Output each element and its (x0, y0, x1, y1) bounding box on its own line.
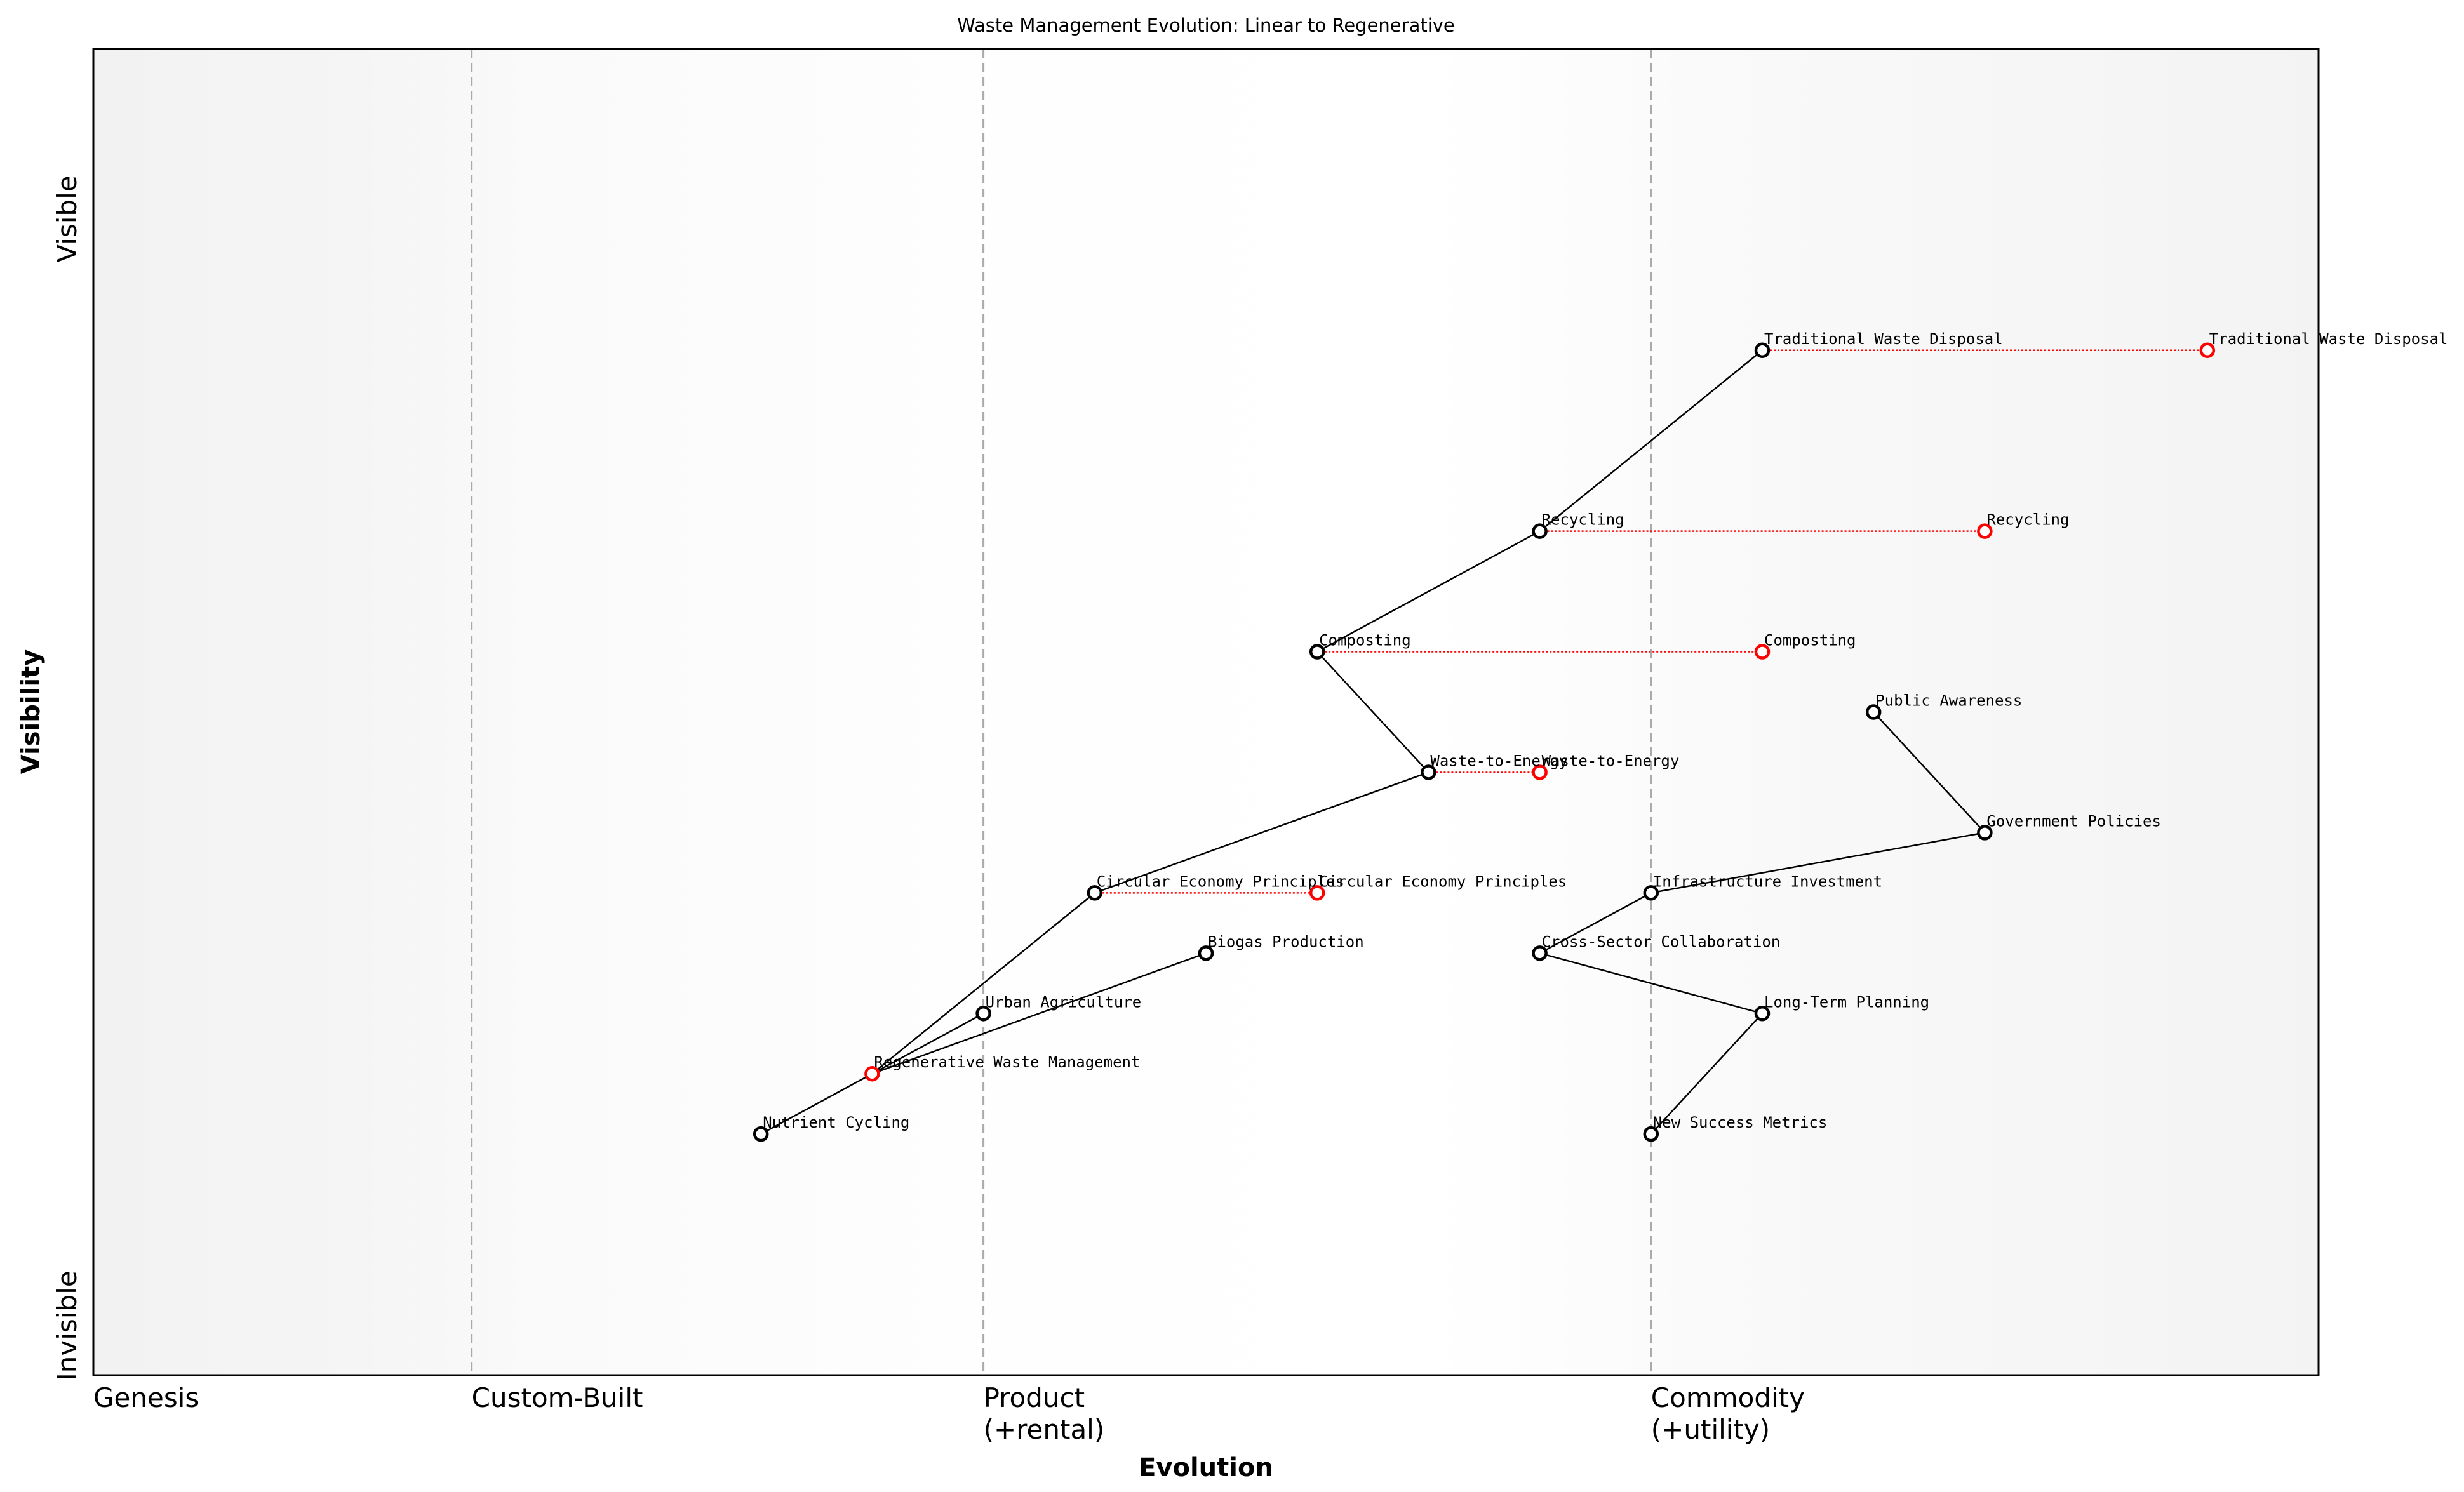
component-marker (1754, 1006, 1771, 1022)
component-marker (1865, 704, 1882, 720)
evolved-component-marker (1309, 885, 1325, 901)
dependency-link (1094, 771, 1429, 894)
evolved-component-marker (1532, 764, 1548, 780)
y-axis-label: Visibility (17, 649, 46, 774)
component-label: Long-Term Planning (1764, 993, 1929, 1011)
dependency-link (1650, 1013, 1763, 1135)
stage-label: Custom-Built (472, 1382, 643, 1413)
dependency-link (1650, 832, 1985, 894)
component-marker (753, 1126, 769, 1142)
y-label-visible: Visible (51, 175, 83, 262)
dependency-link (760, 1073, 873, 1135)
stage-label: Product (+rental) (984, 1382, 1105, 1445)
dependency-link (1316, 651, 1430, 773)
component-label: Infrastructure Investment (1653, 872, 1882, 890)
evolved-component-label: Recycling (1986, 511, 2069, 529)
dependency-link (1539, 349, 1763, 532)
component-marker (1643, 1126, 1659, 1142)
component-label: Cross-Sector Collaboration (1542, 933, 1781, 950)
evolved-component-label: Waste-to-Energy (1542, 752, 1680, 769)
component-marker (1087, 885, 1103, 901)
component-label: Biogas Production (1208, 933, 1364, 950)
component-marker (975, 1006, 991, 1022)
component-label: Government Policies (1986, 812, 2161, 830)
stage-label: Commodity (+utility) (1651, 1382, 1805, 1445)
dependency-link (1539, 892, 1652, 954)
component-label: Nutrient Cycling (763, 1114, 909, 1131)
evolved-component-label: Composting (1764, 632, 1856, 649)
component-marker (1643, 885, 1659, 901)
x-axis-label: Evolution (1139, 1453, 1273, 1482)
evolved-component-label: Traditional Waste Disposal (2209, 330, 2448, 348)
component-marker (1309, 644, 1325, 660)
dependency-link (871, 892, 1095, 1075)
plot-frame (92, 48, 2320, 1376)
dependency-link (1873, 711, 1986, 834)
evolved-component-marker (1977, 523, 1993, 539)
component-marker (1198, 945, 1214, 961)
dependency-link (871, 952, 1207, 1075)
stage-label: Genesis (93, 1382, 199, 1413)
evolved-component-marker (1754, 644, 1771, 660)
dependency-link (871, 1013, 984, 1075)
dependency-link (1316, 530, 1541, 653)
component-label: Composting (1319, 632, 1411, 649)
component-label: Waste-to-Energy (1430, 752, 1568, 769)
component-label: Public Awareness (1875, 692, 2022, 710)
component-label: Regenerative Waste Management (874, 1053, 1140, 1071)
component-marker (1977, 825, 1993, 841)
chart-title: Waste Management Evolution: Linear to Re… (957, 15, 1455, 36)
component-label: Traditional Waste Disposal (1764, 330, 2003, 348)
evolved-component-marker (2199, 342, 2216, 359)
component-marker (1532, 523, 1548, 539)
component-label: Recycling (1542, 511, 1624, 529)
dependency-link (1539, 952, 1763, 1015)
component-marker (1532, 945, 1548, 961)
component-label: Circular Economy Principles (1097, 872, 1344, 890)
y-label-invisible: Invisible (51, 1270, 83, 1380)
plot-background (93, 49, 2319, 1375)
component-label: New Success Metrics (1653, 1114, 1828, 1131)
component-marker (1421, 764, 1436, 780)
component-marker (864, 1065, 880, 1082)
evolved-component-label: Circular Economy Principles (1319, 872, 1567, 890)
component-label: Urban Agriculture (986, 993, 1142, 1011)
component-marker (1754, 342, 1771, 359)
